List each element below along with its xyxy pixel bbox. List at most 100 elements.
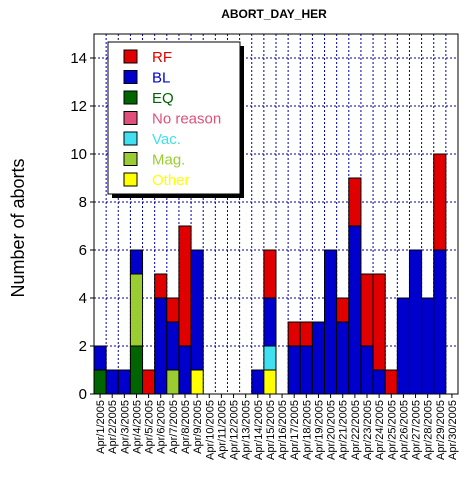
chart-title: ABORT_DAY_HER	[221, 7, 327, 21]
x-tick-label: Apr/14/2005	[253, 400, 265, 460]
y-tick-label: 6	[79, 242, 87, 259]
y-tick-label: 12	[70, 98, 87, 115]
legend-swatch	[123, 111, 138, 125]
y-tick-label: 8	[79, 194, 87, 211]
bar-segment	[311, 321, 326, 395]
plot-frame	[93, 33, 459, 395]
y-tick-label: 0	[79, 386, 87, 403]
x-tick-label: Apr/18/2005	[301, 400, 313, 460]
legend-swatch	[123, 70, 138, 84]
x-tick-label: Apr/22/2005	[350, 400, 362, 460]
x-tick-label: Apr/30/2005	[447, 400, 459, 460]
y-tick-label: 4	[79, 290, 87, 307]
x-tick-label: Apr/23/2005	[362, 400, 374, 460]
legend-label: RF	[152, 49, 172, 66]
legend-label: BL	[152, 70, 170, 87]
bar-segment	[384, 369, 398, 395]
bar-segment	[360, 273, 374, 347]
bar-segment	[372, 369, 386, 395]
y-tick-label: 2	[79, 338, 87, 355]
bar-segment	[396, 297, 410, 395]
bar-segment	[287, 345, 301, 395]
x-tick-label: Apr/16/2005	[277, 400, 289, 460]
y-axis-label: Number of aborts	[8, 158, 28, 297]
bar-segment	[93, 369, 107, 395]
bar-segment	[433, 153, 447, 251]
bar-segment	[263, 345, 277, 371]
bar-segment	[360, 345, 374, 395]
x-tick-label: Apr/1/2005	[95, 400, 107, 454]
x-tick-label: Apr/4/2005	[131, 400, 143, 454]
legend-swatch	[123, 49, 138, 64]
x-tick-label: Apr/29/2005	[435, 400, 447, 460]
bar-segment	[263, 369, 277, 395]
bar-segment	[372, 273, 386, 371]
bar-segment	[178, 225, 192, 347]
bar-segment	[336, 297, 350, 323]
bar-segment	[421, 297, 435, 395]
x-axis-ticks: Apr/1/2005 Apr/2/2005 Apr/3/2005 Apr/4/2005…	[95, 394, 459, 460]
bar-segment	[263, 249, 277, 299]
x-tick-label: Apr/15/2005	[265, 400, 277, 460]
y-axis-ticks: 0 2 4 6 8 10 12 14	[70, 50, 94, 403]
x-tick-label: Apr/2/2005	[107, 400, 119, 454]
bar-segment	[166, 369, 180, 395]
bar-segment	[105, 369, 119, 395]
bar-segment	[93, 345, 107, 371]
x-tick-label: Apr/12/2005	[229, 400, 241, 460]
bar-segment	[433, 249, 447, 395]
x-tick-label: Apr/11/2005	[216, 400, 228, 459]
x-tick-label: Apr/9/2005	[192, 400, 204, 454]
bar-segment	[336, 321, 350, 395]
bar-segment	[129, 249, 144, 275]
x-tick-label: Apr/20/2005	[326, 400, 338, 460]
legend-label: EQ	[152, 90, 174, 107]
bar-segment	[348, 177, 362, 227]
bar-segment	[117, 369, 131, 395]
bar-segment	[287, 321, 301, 347]
bar-segment	[129, 273, 144, 347]
bar-segment	[299, 345, 313, 395]
legend-label: Vac.	[152, 131, 181, 148]
bar-segment	[166, 321, 180, 371]
x-tick-label: Apr/24/2005	[374, 400, 386, 460]
x-tick-label: Apr/28/2005	[423, 400, 435, 460]
bar-segment	[251, 369, 265, 395]
x-tick-label: Apr/8/2005	[180, 400, 192, 454]
y-tick-label: 10	[70, 146, 87, 163]
bar-segment	[348, 225, 362, 395]
bar-segment	[324, 249, 338, 395]
legend-label: No reason	[152, 111, 221, 128]
bar-segment	[408, 249, 423, 395]
legend-swatch	[123, 131, 138, 146]
bar-segment	[190, 369, 204, 395]
x-tick-label: Apr/3/2005	[119, 400, 131, 454]
bars	[93, 153, 447, 395]
x-tick-label: Apr/17/2005	[289, 400, 301, 460]
x-tick-label: Apr/26/2005	[398, 400, 410, 460]
x-tick-label: Apr/19/2005	[313, 400, 325, 460]
legend: RF BL EQ No reason Vac. Mag. Other	[107, 41, 244, 198]
bar-segment	[263, 297, 277, 347]
bar-segment	[154, 273, 168, 299]
bar-segment	[154, 297, 168, 395]
bar-segment	[129, 345, 144, 395]
x-tick-label: Apr/25/2005	[386, 400, 398, 460]
x-tick-label: Apr/21/2005	[338, 400, 350, 460]
bar-segment	[166, 297, 180, 323]
legend-label: Other	[152, 172, 190, 189]
legend-swatch	[123, 152, 138, 166]
bar-segment	[299, 321, 313, 347]
legend-label: Mag.	[152, 152, 185, 169]
x-tick-label: Apr/6/2005	[156, 400, 168, 454]
x-tick-label: Apr/27/2005	[411, 400, 423, 460]
bar-segment	[178, 345, 192, 395]
legend-swatch	[123, 172, 138, 187]
x-tick-label: Apr/13/2005	[241, 400, 253, 460]
bar-segment	[142, 369, 156, 395]
y-tick-label: 14	[70, 50, 87, 67]
legend-swatch	[123, 90, 138, 105]
x-tick-label: Apr/10/2005	[204, 400, 216, 460]
x-tick-label: Apr/5/2005	[144, 400, 156, 454]
